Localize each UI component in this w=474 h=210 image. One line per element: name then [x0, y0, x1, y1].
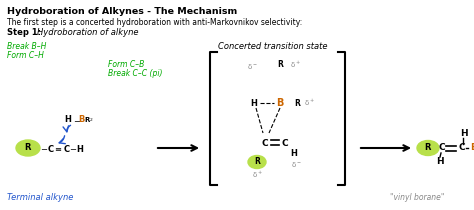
Text: R: R	[425, 143, 431, 152]
Text: Break B–H: Break B–H	[7, 42, 46, 51]
Text: C: C	[282, 139, 288, 147]
Text: δ$^+$: δ$^+$	[304, 98, 315, 108]
Text: H: H	[460, 130, 468, 139]
Text: C: C	[459, 143, 465, 152]
Text: Step 1:: Step 1:	[7, 28, 41, 37]
Ellipse shape	[16, 140, 40, 156]
Text: $-$C$\equiv$C$-$H: $-$C$\equiv$C$-$H	[40, 143, 85, 154]
Text: H: H	[291, 148, 298, 158]
Text: Form C–H: Form C–H	[7, 51, 44, 60]
Text: Terminal alkyne: Terminal alkyne	[7, 193, 73, 202]
Text: "vinyl borane": "vinyl borane"	[390, 193, 444, 202]
Text: C: C	[439, 143, 445, 152]
Text: R: R	[254, 158, 260, 167]
Text: Hydroboration of alkyne: Hydroboration of alkyne	[37, 28, 138, 37]
Text: B: B	[78, 116, 84, 125]
Ellipse shape	[248, 155, 266, 168]
Text: δ$^-$: δ$^-$	[291, 160, 301, 169]
Text: Concerted transition state: Concerted transition state	[218, 42, 328, 51]
Text: R: R	[84, 117, 90, 123]
Text: The first step is a concerted hydroboration with anti-Markovnikov selectivity:: The first step is a concerted hydroborat…	[7, 18, 302, 27]
Text: Break C–C (pi): Break C–C (pi)	[108, 69, 163, 78]
Text: H: H	[64, 116, 72, 125]
Text: B: B	[470, 143, 474, 152]
Text: R: R	[294, 98, 300, 108]
Text: δ$^+$: δ$^+$	[252, 170, 263, 180]
Text: δ$^-$: δ$^-$	[246, 62, 257, 71]
Text: C: C	[262, 139, 268, 147]
Text: Hydroboration of Alkynes - The Mechanism: Hydroboration of Alkynes - The Mechanism	[7, 7, 237, 16]
Text: R: R	[25, 143, 31, 152]
Text: $_2$: $_2$	[89, 116, 93, 124]
Text: Form C–B: Form C–B	[108, 60, 145, 69]
Ellipse shape	[417, 140, 439, 155]
Text: H: H	[251, 98, 257, 108]
Text: δ$^+$: δ$^+$	[290, 60, 301, 70]
Text: R: R	[277, 60, 283, 69]
Text: H: H	[436, 156, 444, 165]
Text: B: B	[276, 98, 283, 108]
Text: $-$: $-$	[73, 116, 81, 125]
